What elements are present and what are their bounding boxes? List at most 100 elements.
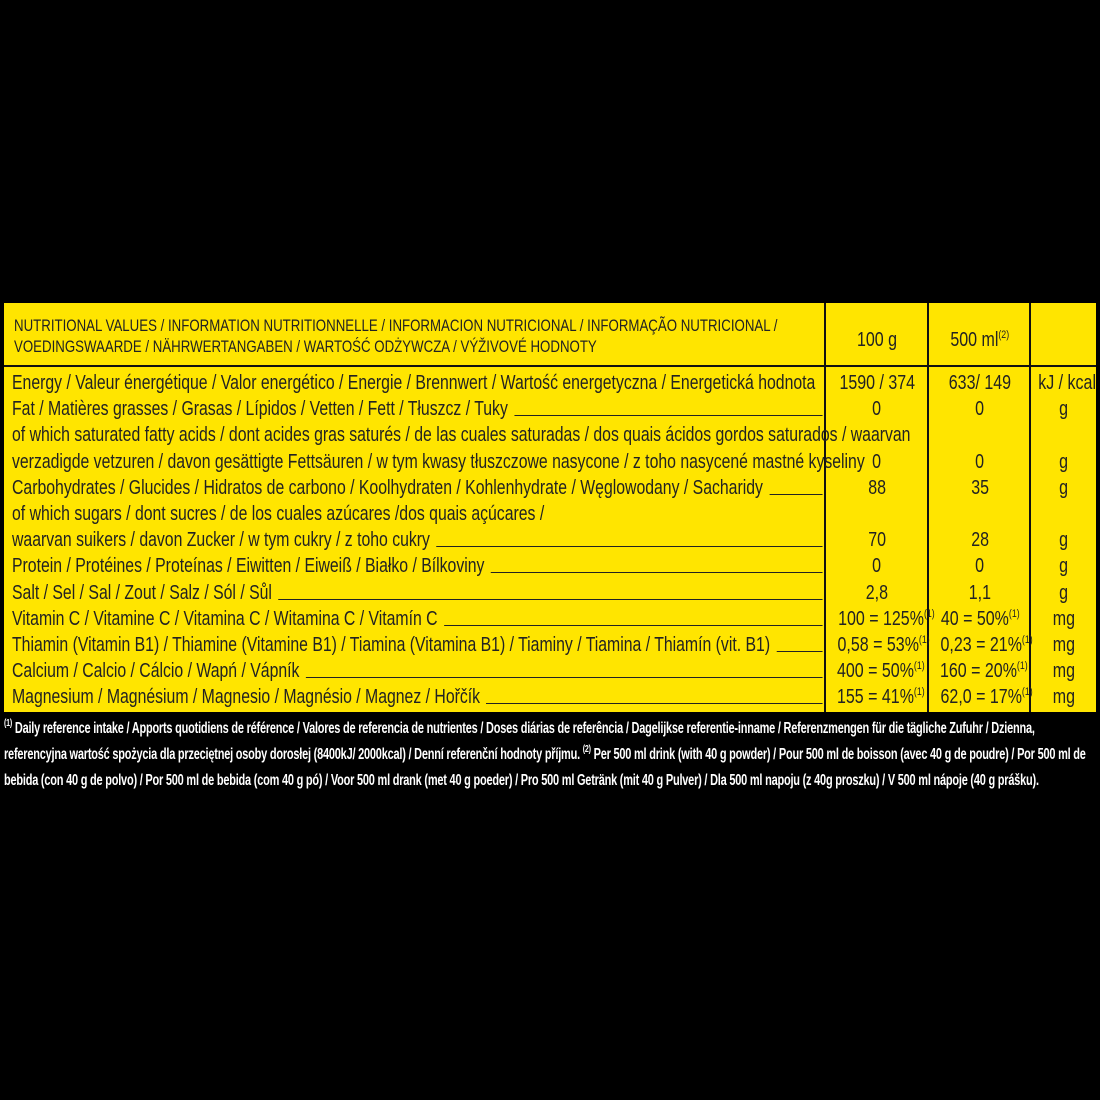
value-500ml — [929, 501, 1031, 527]
value-100g-text: 400 = 50% — [836, 660, 914, 683]
unit — [1031, 422, 1096, 448]
value-100g: 100 = 125%(1) — [826, 606, 935, 632]
leader-line — [776, 651, 823, 652]
table-row: Carbohydrates / Glucides / Hidratos de c… — [4, 475, 1096, 501]
nutrient-label: Carbohydrates / Glucides / Hidratos de c… — [12, 475, 823, 501]
unit: g — [1031, 553, 1096, 579]
leader-line — [486, 703, 823, 705]
value-500ml-text: 35 — [971, 476, 989, 499]
unit-text: g — [1059, 529, 1068, 552]
table-row: Magnesium / Magnésium / Magnesio / Magné… — [4, 684, 1096, 710]
value-100g-text: 0 — [872, 450, 882, 473]
value-100g: 400 = 50%(1) — [826, 658, 928, 684]
leader-line — [278, 598, 823, 600]
value-100g-text: 0,58 = 53% — [837, 634, 919, 656]
unit-text: kJ / kcal — [1038, 372, 1097, 394]
header-500ml-text: 500 ml — [950, 329, 999, 351]
value-100g — [826, 501, 928, 527]
table-row: waarvan suikers / davon Zucker / w tym c… — [4, 527, 1096, 553]
table-row: Energy / Valeur énergétique / Valor ener… — [4, 370, 1096, 396]
nutrient-label-text: Vitamin C / Vitamine C / Vitamina C / Wi… — [12, 607, 438, 630]
nutrient-label: Magnesium / Magnésium / Magnesio / Magné… — [12, 684, 823, 710]
table-row: Protein / Protéines / Proteínas / Eiwitt… — [4, 553, 1096, 579]
unit-text: g — [1059, 398, 1068, 421]
leader-line — [305, 677, 823, 679]
footnote-text-2: Per 500 ml drink (with 40 g powder) / Po… — [4, 746, 1086, 789]
footnote-ref: (1) — [923, 607, 935, 620]
footnote-mark-1: (1) — [4, 718, 13, 729]
value-100g: 1590 / 374 — [826, 370, 928, 396]
footnote-ref: (1) — [1008, 607, 1020, 620]
value-500ml-text: 0 — [975, 450, 985, 473]
nutrient-label: of which sugars / dont sucres / de los c… — [12, 501, 823, 527]
value-500ml — [929, 422, 1031, 448]
unit: kJ / kcal — [1031, 370, 1096, 396]
footnote-ref: (1) — [1021, 686, 1033, 699]
header-100g: 100 g — [826, 327, 928, 353]
value-500ml-text: 28 — [971, 529, 989, 552]
unit: mg — [1031, 606, 1096, 632]
header-title-line1: NUTRITIONAL VALUES / INFORMATION NUTRITI… — [14, 316, 778, 335]
table-row: of which saturated fatty acids / dont ac… — [4, 422, 1096, 448]
value-500ml-text: 62,0 = 17% — [940, 686, 1022, 709]
nutrient-label: Protein / Protéines / Proteínas / Eiwitt… — [12, 553, 823, 579]
value-500ml-text: 160 = 20% — [939, 660, 1017, 683]
column-divider — [927, 303, 929, 712]
header-divider — [4, 365, 1096, 367]
unit: g — [1031, 396, 1096, 422]
value-500ml: 0 — [929, 553, 1031, 579]
value-100g: 155 = 41%(1) — [826, 684, 928, 710]
leader-line — [490, 572, 823, 574]
nutrient-label-text: Protein / Protéines / Proteínas / Eiwitt… — [12, 555, 485, 578]
nutrient-label: Salt / Sel / Sal / Zout / Salz / Sól / S… — [12, 580, 823, 606]
table-row: Vitamin C / Vitamine C / Vitamina C / Wi… — [4, 606, 1096, 632]
value-100g: 0 — [826, 396, 928, 422]
leader-line — [436, 546, 823, 548]
unit-text: mg — [1052, 607, 1075, 630]
table-row: Thiamin (Vitamin B1) / Thiamine (Vitamin… — [4, 632, 1096, 658]
value-100g: 70 — [826, 527, 928, 553]
value-500ml-text: 1,1 — [968, 581, 992, 604]
unit-text: mg — [1052, 634, 1075, 656]
unit-text: mg — [1052, 686, 1075, 709]
nutrient-label: Thiamin (Vitamin B1) / Thiamine (Vitamin… — [12, 632, 823, 658]
nutrient-label-text: Salt / Sel / Sal / Zout / Salz / Sól / S… — [12, 581, 272, 604]
table-row: Calcium / Calcio / Cálcio / Wapń / Vápní… — [4, 658, 1096, 684]
value-500ml: 0 — [929, 449, 1031, 475]
footnote-text-1: Daily reference intake / Apports quotidi… — [4, 720, 1035, 763]
table-row: Fat / Matières grasses / Grasas / Lípido… — [4, 396, 1096, 422]
footnote-ref: (2) — [998, 329, 1010, 341]
column-divider — [1029, 303, 1031, 712]
unit: g — [1031, 527, 1096, 553]
nutrient-label-text: Magnesium / Magnésium / Magnesio / Magné… — [12, 686, 481, 709]
header-title-line2: VOEDINGSWAARDE / NÄHRWERTANGABEN / WARTO… — [14, 337, 597, 356]
value-500ml: 62,0 = 17%(1) — [929, 684, 1033, 710]
value-500ml: 1,1 — [929, 580, 1031, 606]
value-100g-text: 0 — [872, 555, 882, 578]
value-500ml-text: 0 — [975, 555, 985, 578]
nutrient-label-text: Calcium / Calcio / Cálcio / Wapń / Vápní… — [12, 660, 300, 683]
value-500ml: 28 — [929, 527, 1031, 553]
header-500ml: 500 ml(2) — [929, 327, 1031, 353]
unit-text: g — [1059, 476, 1068, 499]
footnote-ref: (1) — [913, 686, 925, 699]
nutrient-label-text: of which sugars / dont sucres / de los c… — [12, 503, 545, 525]
header-100g-label: 100 g — [856, 329, 898, 351]
value-500ml: 0 — [929, 396, 1031, 422]
footnote-ref: (1) — [918, 634, 930, 646]
value-100g: 88 — [826, 475, 928, 501]
unit: g — [1031, 580, 1096, 606]
nutrient-label-text: Fat / Matières grasses / Grasas / Lípido… — [12, 398, 508, 421]
unit-text: g — [1059, 581, 1068, 604]
nutrient-label-text: Thiamin (Vitamin B1) / Thiamine (Vitamin… — [12, 634, 771, 656]
nutrition-table: NUTRITIONAL VALUES / INFORMATION NUTRITI… — [4, 303, 1096, 712]
value-100g: 0 — [826, 553, 928, 579]
unit — [1031, 501, 1096, 527]
nutrient-label-text: waarvan suikers / davon Zucker / w tym c… — [12, 529, 430, 552]
value-100g — [826, 422, 928, 448]
table-row: Salt / Sel / Sal / Zout / Salz / Sól / S… — [4, 580, 1096, 606]
nutrient-label: verzadigde vetzuren / davon gesättigte F… — [12, 449, 865, 475]
nutrient-label: Calcium / Calcio / Cálcio / Wapń / Vápní… — [12, 658, 823, 684]
value-500ml: 633/ 149 — [929, 370, 1031, 396]
footnote-ref: (1) — [1021, 634, 1033, 646]
